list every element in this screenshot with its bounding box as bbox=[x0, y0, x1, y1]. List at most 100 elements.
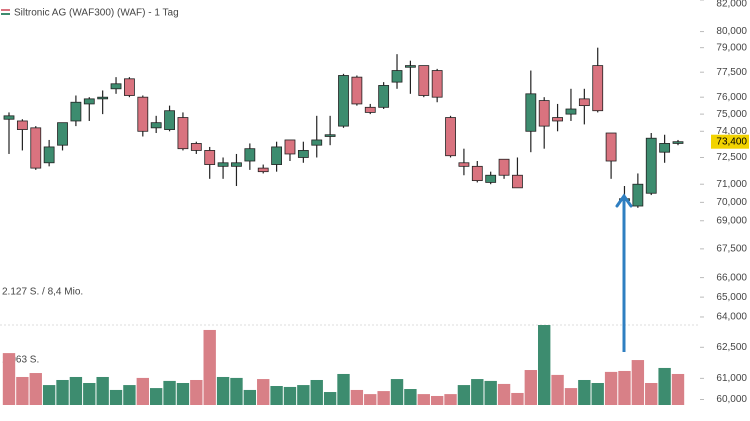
volume-bar bbox=[404, 389, 417, 405]
volume-bar bbox=[631, 360, 645, 405]
volume-bar bbox=[310, 379, 323, 405]
candle-body bbox=[404, 65, 416, 68]
candle-body bbox=[324, 134, 336, 137]
volume-bar bbox=[350, 389, 364, 405]
volume-bar bbox=[444, 394, 457, 405]
y-tick-label: 77,500 bbox=[716, 67, 747, 78]
candle-body bbox=[512, 174, 523, 189]
candle-body bbox=[578, 98, 590, 107]
volume-bar bbox=[377, 391, 390, 405]
volume-bar bbox=[604, 371, 618, 405]
volume-bar bbox=[56, 379, 69, 405]
candle-body bbox=[338, 75, 349, 127]
candle-body bbox=[538, 100, 550, 127]
volume-bar bbox=[645, 382, 658, 405]
candle-body bbox=[458, 162, 470, 167]
volume-bar bbox=[96, 376, 109, 405]
candle-body bbox=[231, 162, 242, 167]
volume-bar bbox=[323, 392, 337, 405]
volume-bar bbox=[136, 377, 149, 405]
volume-max-label: 2.127 S. / 8,4 Mio. bbox=[2, 287, 83, 298]
candle-body bbox=[124, 78, 135, 96]
volume-bar bbox=[176, 382, 190, 405]
candle-body bbox=[150, 122, 162, 129]
candle-body bbox=[592, 65, 604, 112]
candle-body bbox=[605, 132, 617, 162]
volume-bar bbox=[2, 353, 16, 405]
candle-body bbox=[485, 174, 497, 183]
volume-bar bbox=[163, 380, 176, 405]
volume-bar bbox=[417, 394, 430, 405]
candle-body bbox=[498, 158, 510, 176]
candle-body bbox=[565, 108, 577, 115]
candle-body bbox=[378, 85, 390, 108]
volume-mid-label: 1.063 S. bbox=[2, 355, 39, 366]
volume-bar bbox=[671, 373, 685, 405]
volume-bar bbox=[297, 385, 310, 405]
y-tick-label: 71,000 bbox=[716, 179, 747, 190]
chart-title: Siltronic AG (WAF300) (WAF) - 1 Tag bbox=[14, 8, 179, 19]
y-tick-label: 69,000 bbox=[716, 215, 747, 226]
candle-body bbox=[190, 143, 202, 151]
volume-bar bbox=[430, 395, 444, 405]
last-price-label: 73,400 bbox=[716, 136, 747, 147]
volume-bar bbox=[29, 373, 42, 405]
candle-body bbox=[391, 70, 403, 83]
y-tick-label: 79,000 bbox=[716, 42, 747, 53]
candle-body bbox=[659, 143, 671, 153]
volume-bar bbox=[564, 388, 578, 405]
y-tick-label: 64,000 bbox=[716, 312, 747, 323]
candle-body bbox=[110, 83, 122, 90]
candle-body bbox=[445, 117, 456, 157]
candle-body bbox=[57, 122, 68, 146]
candle-body bbox=[632, 183, 644, 207]
candle-body bbox=[16, 120, 28, 130]
y-tick-label: 61,000 bbox=[716, 373, 747, 384]
volume-bar bbox=[16, 376, 29, 405]
candle-body bbox=[297, 150, 309, 158]
volume-bar bbox=[216, 376, 230, 405]
candle-body bbox=[30, 127, 42, 169]
y-tick-label: 70,000 bbox=[716, 197, 747, 208]
candle-body bbox=[284, 139, 296, 155]
candle-body bbox=[70, 101, 82, 122]
candle-body bbox=[244, 148, 256, 162]
volume-bar bbox=[230, 377, 243, 405]
candle-body bbox=[471, 165, 483, 182]
y-tick-label: 65,000 bbox=[716, 292, 747, 303]
title-icon bbox=[1, 9, 10, 15]
y-tick-label: 60,000 bbox=[716, 394, 747, 405]
volume-bar bbox=[484, 380, 497, 405]
volume-bar bbox=[190, 379, 203, 405]
candle-body bbox=[311, 139, 323, 146]
volume-bar bbox=[457, 385, 471, 405]
candle-body bbox=[351, 76, 363, 105]
volume-bar bbox=[364, 394, 377, 405]
y-tick-label: 75,000 bbox=[716, 109, 747, 120]
volume-bar bbox=[471, 379, 484, 405]
candle-body bbox=[364, 106, 376, 113]
candle-body bbox=[525, 93, 537, 132]
volume-bar bbox=[551, 374, 564, 405]
volume-bar bbox=[83, 382, 96, 405]
volume-bar bbox=[524, 370, 538, 405]
candle-body bbox=[217, 162, 229, 167]
volume-bar bbox=[149, 388, 163, 405]
candle-body bbox=[204, 150, 216, 165]
volume-bar bbox=[257, 379, 270, 405]
y-tick-label: 72,500 bbox=[716, 152, 747, 163]
candle-body bbox=[431, 70, 443, 98]
candle-body bbox=[137, 96, 149, 132]
y-tick-label: 62,500 bbox=[716, 342, 747, 353]
candle-body bbox=[97, 96, 109, 100]
volume-bar bbox=[497, 383, 511, 405]
candle-body bbox=[3, 115, 15, 120]
candle-body bbox=[257, 167, 269, 173]
volume-bar bbox=[42, 385, 56, 405]
volume-bar bbox=[618, 370, 631, 405]
volume-bar bbox=[337, 373, 350, 405]
y-tick-label: 80,000 bbox=[716, 26, 747, 37]
volume-bar bbox=[243, 389, 257, 405]
volume-bar bbox=[511, 392, 524, 405]
volume-bar bbox=[69, 376, 83, 405]
